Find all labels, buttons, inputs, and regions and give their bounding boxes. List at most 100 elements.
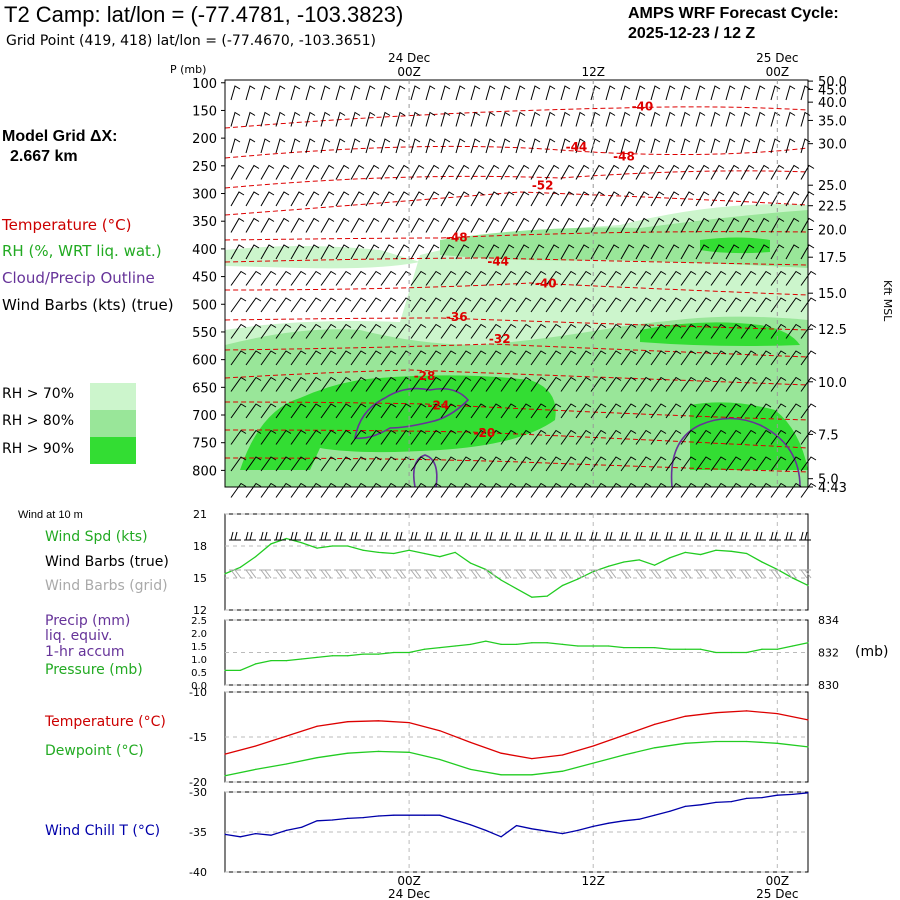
wind-barb xyxy=(620,376,637,392)
temp-contour-label: -48 xyxy=(446,231,468,245)
wind-barb xyxy=(425,111,436,127)
wind-barb xyxy=(605,403,622,419)
wind-barb xyxy=(395,138,406,154)
wind-chill-line-point xyxy=(485,829,487,832)
wind-barb xyxy=(590,85,601,101)
dewpoint-line-point xyxy=(285,763,287,765)
legend-wind-barbs: Wind Barbs (kts) (true) xyxy=(2,296,174,314)
wind-barb-grid xyxy=(469,569,482,579)
wind-barb xyxy=(350,85,361,101)
wind-barb xyxy=(335,482,352,498)
wind-barb xyxy=(335,429,352,445)
wind-chill-line-point xyxy=(746,797,748,800)
wind-barb xyxy=(770,429,787,445)
wind-chill-line-point xyxy=(715,801,717,804)
wind-barbs-grid xyxy=(230,85,817,498)
dewpoint-line-point xyxy=(561,770,564,772)
wind-barb xyxy=(305,191,320,207)
wind-chill-line-point xyxy=(316,820,318,822)
wind-barb xyxy=(545,429,562,445)
temperature-line-point xyxy=(285,735,287,737)
temperature-line-point xyxy=(316,725,318,727)
wind-barb-true xyxy=(499,531,511,541)
wind-barb xyxy=(665,297,682,313)
wind-barb xyxy=(410,429,427,445)
wind-barb xyxy=(485,138,496,154)
wind-barb xyxy=(710,376,727,392)
wind-barb xyxy=(410,350,427,366)
wind-barb xyxy=(470,350,487,366)
wind-barb xyxy=(290,456,307,472)
wind-barb xyxy=(710,164,725,180)
wind-barb xyxy=(500,138,511,154)
wind-barb xyxy=(245,456,262,472)
wind-barb xyxy=(425,138,436,154)
wind-barb xyxy=(305,350,322,366)
temp-contour-label: -48 xyxy=(613,149,635,163)
wind-speed-line-point xyxy=(715,549,717,551)
pressure-tick-label: 750 xyxy=(192,437,217,452)
top-date-label: 24 Dec xyxy=(388,51,430,65)
wind-barb xyxy=(470,323,487,339)
wind-barb xyxy=(605,350,622,366)
wind-barb xyxy=(230,217,245,233)
wind-barb-true xyxy=(589,531,601,541)
wind-barb xyxy=(800,191,815,207)
wind-barb xyxy=(560,376,577,392)
wind-barb xyxy=(785,111,796,127)
wind-barb xyxy=(575,403,592,419)
temperature-line xyxy=(224,710,809,760)
panel-2-ytick: 2.5 xyxy=(191,616,207,627)
wind-barb xyxy=(545,85,556,101)
wind-barb xyxy=(290,217,305,233)
model-grid-value: 2.667 km xyxy=(10,148,78,165)
wind-barb-grid xyxy=(754,569,767,579)
wind-barb-grid xyxy=(649,569,662,579)
wind-chill-line-point xyxy=(669,810,671,812)
wind-barb xyxy=(320,138,331,154)
wind-speed-line-point xyxy=(301,542,303,544)
wind-barb xyxy=(560,270,577,286)
wind-barb xyxy=(290,85,301,101)
wind-barb xyxy=(260,217,275,233)
pressure-line-point xyxy=(500,643,502,645)
wind-barb xyxy=(680,482,697,498)
wind-chill-line-point xyxy=(285,829,287,832)
wind-barb xyxy=(410,244,425,260)
wind-barb xyxy=(785,244,800,260)
wind-barb xyxy=(545,138,556,154)
label-wind-barbs-grid: Wind Barbs (grid) xyxy=(45,578,168,594)
wind-barb xyxy=(515,191,530,207)
wind-barb-true xyxy=(304,531,316,541)
wind-barb xyxy=(590,350,607,366)
temp-contour-11 xyxy=(224,429,809,449)
wind-barb xyxy=(770,297,787,313)
wind-barb xyxy=(740,217,755,233)
temp-contour-label: -44 xyxy=(487,255,509,269)
wind-speed-line-point xyxy=(761,561,763,563)
wind-barb xyxy=(350,138,361,154)
temperature-line-point xyxy=(439,730,441,732)
height-tick-label: 20.0 xyxy=(818,224,847,239)
wind-barb xyxy=(665,217,680,233)
wind-barb xyxy=(230,191,245,207)
wind-barb xyxy=(485,403,502,419)
wind-barb xyxy=(635,456,652,472)
wind-barb xyxy=(410,138,421,154)
wind-barb-true xyxy=(274,531,286,541)
wind-barb xyxy=(515,270,532,286)
wind-barb-true xyxy=(634,531,646,541)
wind-barb xyxy=(365,429,382,445)
wind-barb xyxy=(485,376,502,392)
wind-barb xyxy=(290,350,307,366)
wind-barb xyxy=(365,244,380,260)
temperature-line-point xyxy=(715,712,717,714)
wind-barb xyxy=(545,191,560,207)
wind-barb xyxy=(335,111,346,127)
wind-barb xyxy=(725,164,740,180)
wind-barb xyxy=(635,164,650,180)
wind-barb xyxy=(320,85,331,101)
wind-barb xyxy=(365,350,382,366)
wind-speed-line-point xyxy=(255,556,257,558)
wind-barb xyxy=(440,350,457,366)
